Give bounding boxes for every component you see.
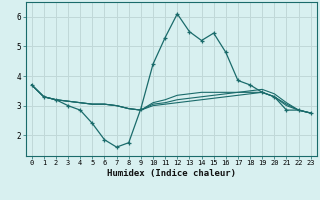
X-axis label: Humidex (Indice chaleur): Humidex (Indice chaleur) xyxy=(107,169,236,178)
